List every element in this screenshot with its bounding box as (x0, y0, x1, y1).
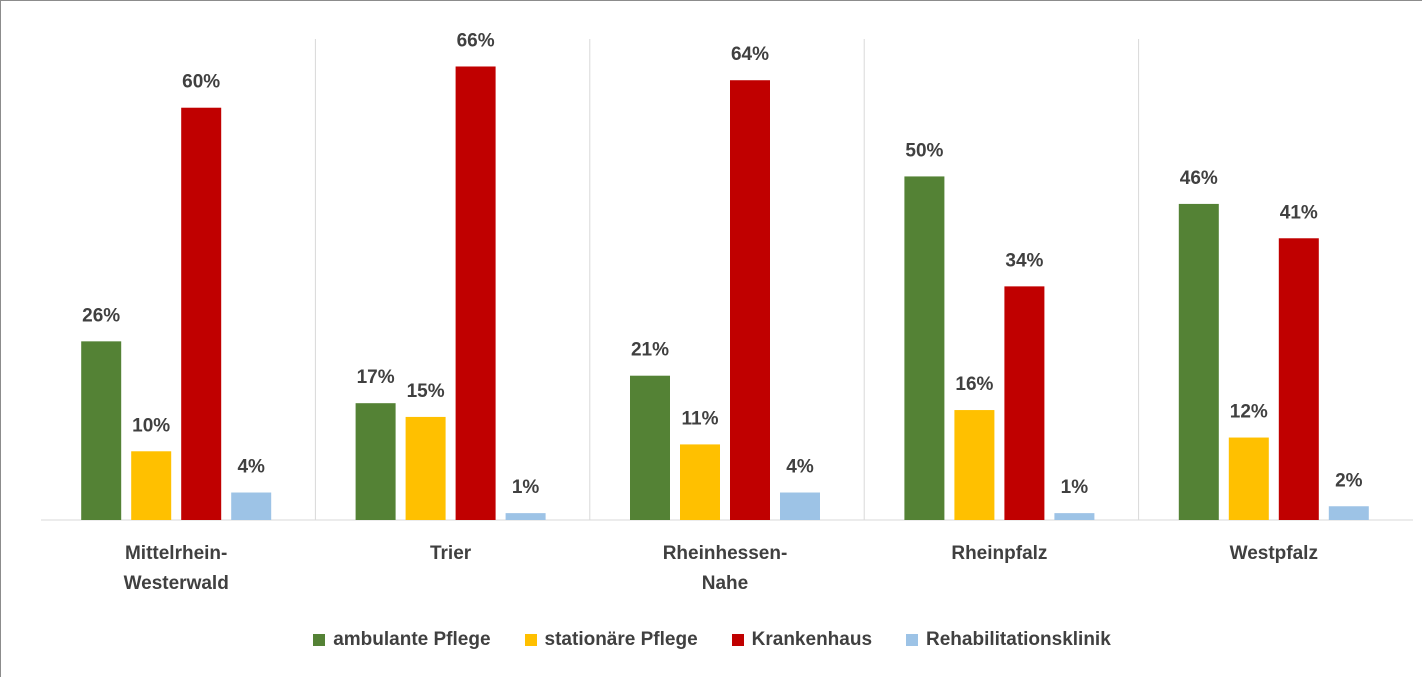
data-label: 50% (905, 140, 943, 161)
legend-label: ambulante Pflege (333, 629, 491, 650)
legend-label: Krankenhaus (751, 629, 873, 650)
data-label: 64% (731, 44, 769, 65)
data-label: 26% (82, 305, 120, 326)
x-tick-label: Rheinhessen-Nahe (662, 543, 788, 594)
data-label: 41% (1280, 202, 1318, 223)
bar (630, 375, 670, 520)
bar (1054, 513, 1095, 520)
legend: ambulante Pflege stationäre Pflege Kranken… (1, 629, 1422, 651)
data-label: 4% (237, 457, 265, 478)
legend-swatch (524, 634, 537, 646)
data-label: 1% (1061, 477, 1089, 498)
data-label: 2% (1335, 470, 1363, 491)
data-label: 21% (631, 340, 669, 361)
bar (1178, 203, 1219, 520)
legend-entry: Rehabilitationsklinik (906, 629, 1111, 651)
bar (355, 403, 396, 520)
legend-swatch (313, 634, 326, 646)
legend-entry: Krankenhaus (731, 629, 873, 651)
legend-entry: ambulante Pflege (313, 629, 491, 651)
data-label: 17% (357, 367, 395, 388)
bar (231, 492, 272, 520)
data-label: 15% (407, 381, 445, 402)
data-label: 11% (682, 408, 719, 429)
data-label: 1% (512, 477, 540, 498)
data-label: 34% (1005, 250, 1043, 271)
bar (181, 107, 222, 520)
bar (1278, 238, 1319, 520)
data-label: 12% (1230, 402, 1268, 423)
data-label: 66% (457, 30, 495, 51)
legend-swatch (906, 634, 919, 646)
bar (81, 341, 122, 520)
data-label: 16% (955, 374, 993, 395)
bar (455, 66, 496, 520)
x-tick-label: Rheinpfalz (951, 543, 1048, 564)
data-label: 60% (182, 72, 220, 93)
x-tick-label: Trier (429, 543, 472, 564)
bar (505, 513, 546, 520)
data-label: 46% (1180, 168, 1218, 189)
bar (131, 451, 172, 520)
bar (780, 492, 820, 520)
bar (405, 416, 446, 520)
bar (680, 444, 720, 520)
bar (954, 410, 995, 520)
data-label: 10% (132, 415, 170, 436)
bar (1004, 286, 1045, 520)
bar (730, 80, 770, 520)
legend-entry: stationäre Pflege (524, 629, 698, 651)
legend-label: Rehabilitationsklinik (926, 629, 1111, 650)
x-tick-label: Westpfalz (1229, 543, 1318, 564)
legend-swatch (731, 634, 744, 646)
data-label: 4% (786, 457, 814, 478)
x-tick-label: Mittelrhein-Westerwald (123, 543, 229, 594)
bar (1328, 506, 1369, 520)
bar (1228, 437, 1269, 520)
legend-label: stationäre Pflege (544, 629, 698, 650)
bar (904, 176, 945, 520)
